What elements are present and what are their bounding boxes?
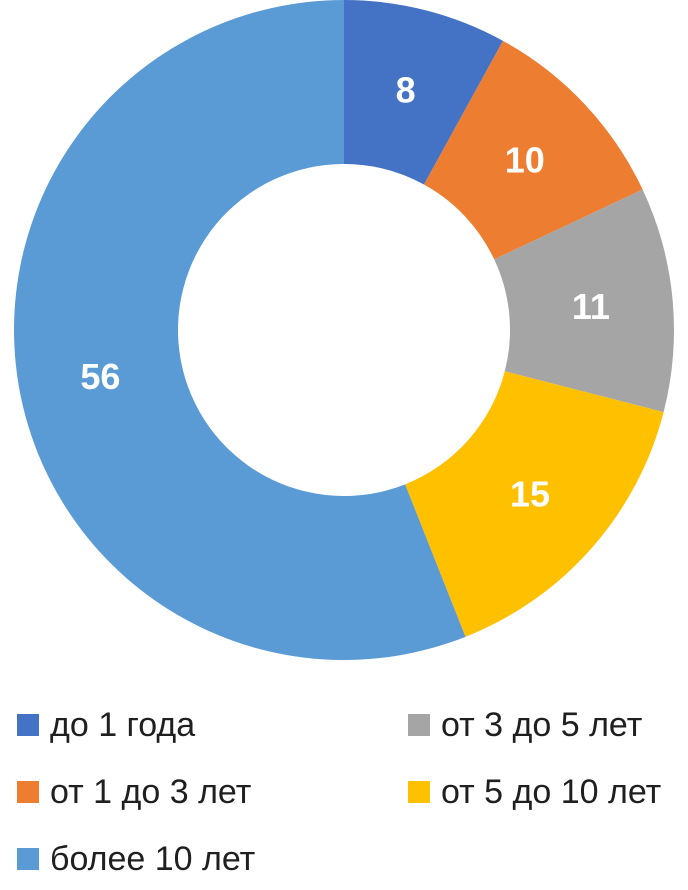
legend-label: до 1 года bbox=[50, 706, 196, 744]
donut-segment-2 bbox=[494, 189, 674, 413]
legend-item: от 5 до 10 лет bbox=[408, 772, 677, 812]
donut-segment-3 bbox=[405, 371, 664, 637]
chart-legend: до 1 года от 3 до 5 лет от 1 до 3 лет от… bbox=[17, 705, 677, 879]
legend-swatch-icon bbox=[408, 781, 430, 803]
legend-item: от 3 до 5 лет bbox=[408, 705, 677, 745]
donut-segment-4 bbox=[14, 0, 466, 660]
segment-value-label: 11 bbox=[572, 286, 610, 327]
donut-segment-0 bbox=[344, 0, 503, 185]
segment-value-label: 8 bbox=[396, 69, 416, 110]
legend-item: до 1 года bbox=[17, 705, 408, 745]
legend-swatch-icon bbox=[17, 781, 39, 803]
segment-value-label: 10 bbox=[505, 140, 545, 181]
legend-swatch-icon bbox=[17, 714, 39, 736]
donut-segment-1 bbox=[423, 40, 643, 260]
legend-label: от 1 до 3 лет bbox=[50, 773, 252, 811]
segment-value-label: 15 bbox=[510, 474, 550, 515]
legend-item: более 10 лет bbox=[17, 839, 408, 879]
segment-value-label: 56 bbox=[80, 356, 120, 397]
legend-swatch-icon bbox=[17, 848, 39, 870]
donut-chart: 8 10 11 15 56 bbox=[14, 0, 674, 660]
legend-swatch-icon bbox=[408, 714, 430, 736]
legend-label: от 3 до 5 лет bbox=[441, 706, 643, 744]
legend-item: от 1 до 3 лет bbox=[17, 772, 408, 812]
legend-label: от 5 до 10 лет bbox=[441, 773, 662, 811]
legend-label: более 10 лет bbox=[50, 840, 256, 878]
